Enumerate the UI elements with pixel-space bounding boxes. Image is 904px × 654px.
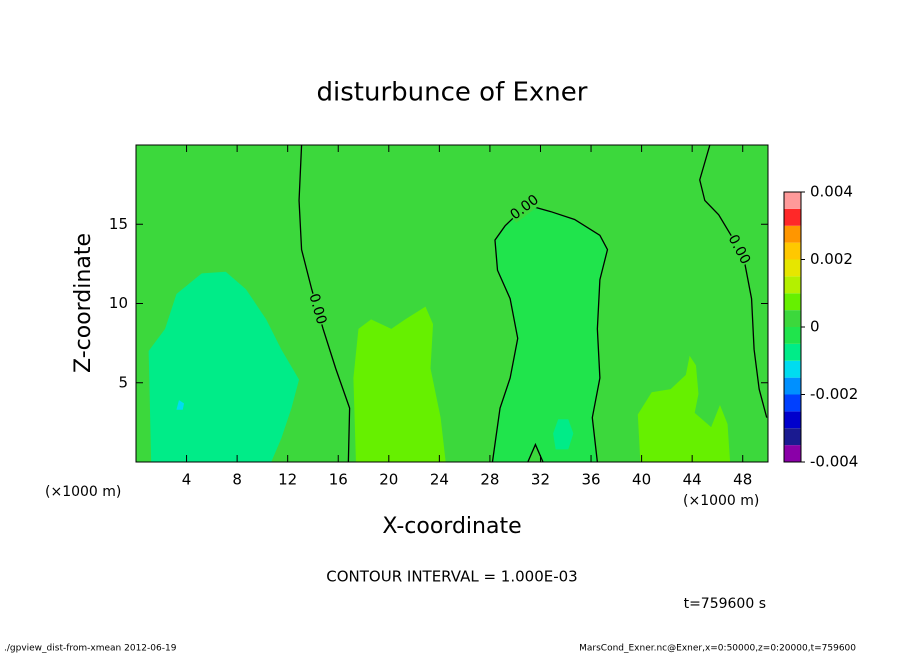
colorbar-box [784,411,801,429]
filled-region [553,419,574,450]
colorbar-box [784,428,801,446]
x-tick-label: 4 [182,471,192,489]
x-tick-label: 16 [329,471,348,489]
x-tick-label: 36 [581,471,600,489]
time-label: t=759600 s [684,596,766,612]
filled-region [176,400,185,410]
colorbar-box [784,276,801,294]
filled-region [148,271,300,462]
colorbar-box [784,343,801,361]
filled-region [353,306,446,462]
y-tick-label: 10 [109,294,128,312]
x-tick-label: 12 [278,471,297,489]
filled-region [637,355,731,462]
colorbar-tick-label: 0.002 [810,250,853,268]
contour-interval: CONTOUR INTERVAL = 1.000E-03 [326,568,577,586]
x-tick-label: 8 [232,471,242,489]
contour-label-bg [725,232,753,268]
colorbar-box [784,242,801,260]
colorbar-box [784,360,801,378]
x-tick-label: 48 [733,471,752,489]
x-axis-label: X-coordinate [382,514,521,539]
colorbar-box [784,225,801,243]
x-tick-label: 24 [430,471,449,489]
x-tick-label: 44 [683,471,702,489]
y-axis-label: Z-coordinate [71,233,96,373]
y-tick-label: 15 [109,215,128,233]
x-tick-label: 20 [379,471,398,489]
colorbar-box [784,259,801,277]
colorbar-box [784,310,801,327]
contour-label-bg [306,291,329,327]
colorbar-tick-label: -0.004 [810,453,858,471]
plot-area: 0.000.000.00 [136,145,768,462]
y-unit-label: (×1000 m) [45,484,121,500]
x-tick-label: 32 [531,471,550,489]
chart-title: disturbunce of Exner [317,78,588,108]
y-tick-label: 5 [118,373,128,391]
filled-region [492,205,608,462]
colorbar-box [784,192,801,209]
colorbar-tick-label: -0.002 [810,385,858,403]
x-tick-label: 40 [632,471,651,489]
contour-label-bg [507,192,542,223]
colorbar-box [784,377,801,395]
colorbar-box [784,394,801,412]
x-unit-label: (×1000 m) [683,493,759,509]
footer-left: ./gpview_dist-from-xmean 2012-06-19 [4,644,177,654]
colorbar-box [784,445,801,462]
x-tick-label: 28 [480,471,499,489]
colorbar-tick-label: 0 [810,318,820,336]
colorbar-box [784,327,801,344]
colorbar-box [784,293,801,311]
footer-right: MarsCond_Exner.nc@Exner,x=0:50000,z=0:20… [579,644,856,654]
colorbar-tick-label: 0.004 [810,183,853,201]
colorbar-box [784,208,801,226]
